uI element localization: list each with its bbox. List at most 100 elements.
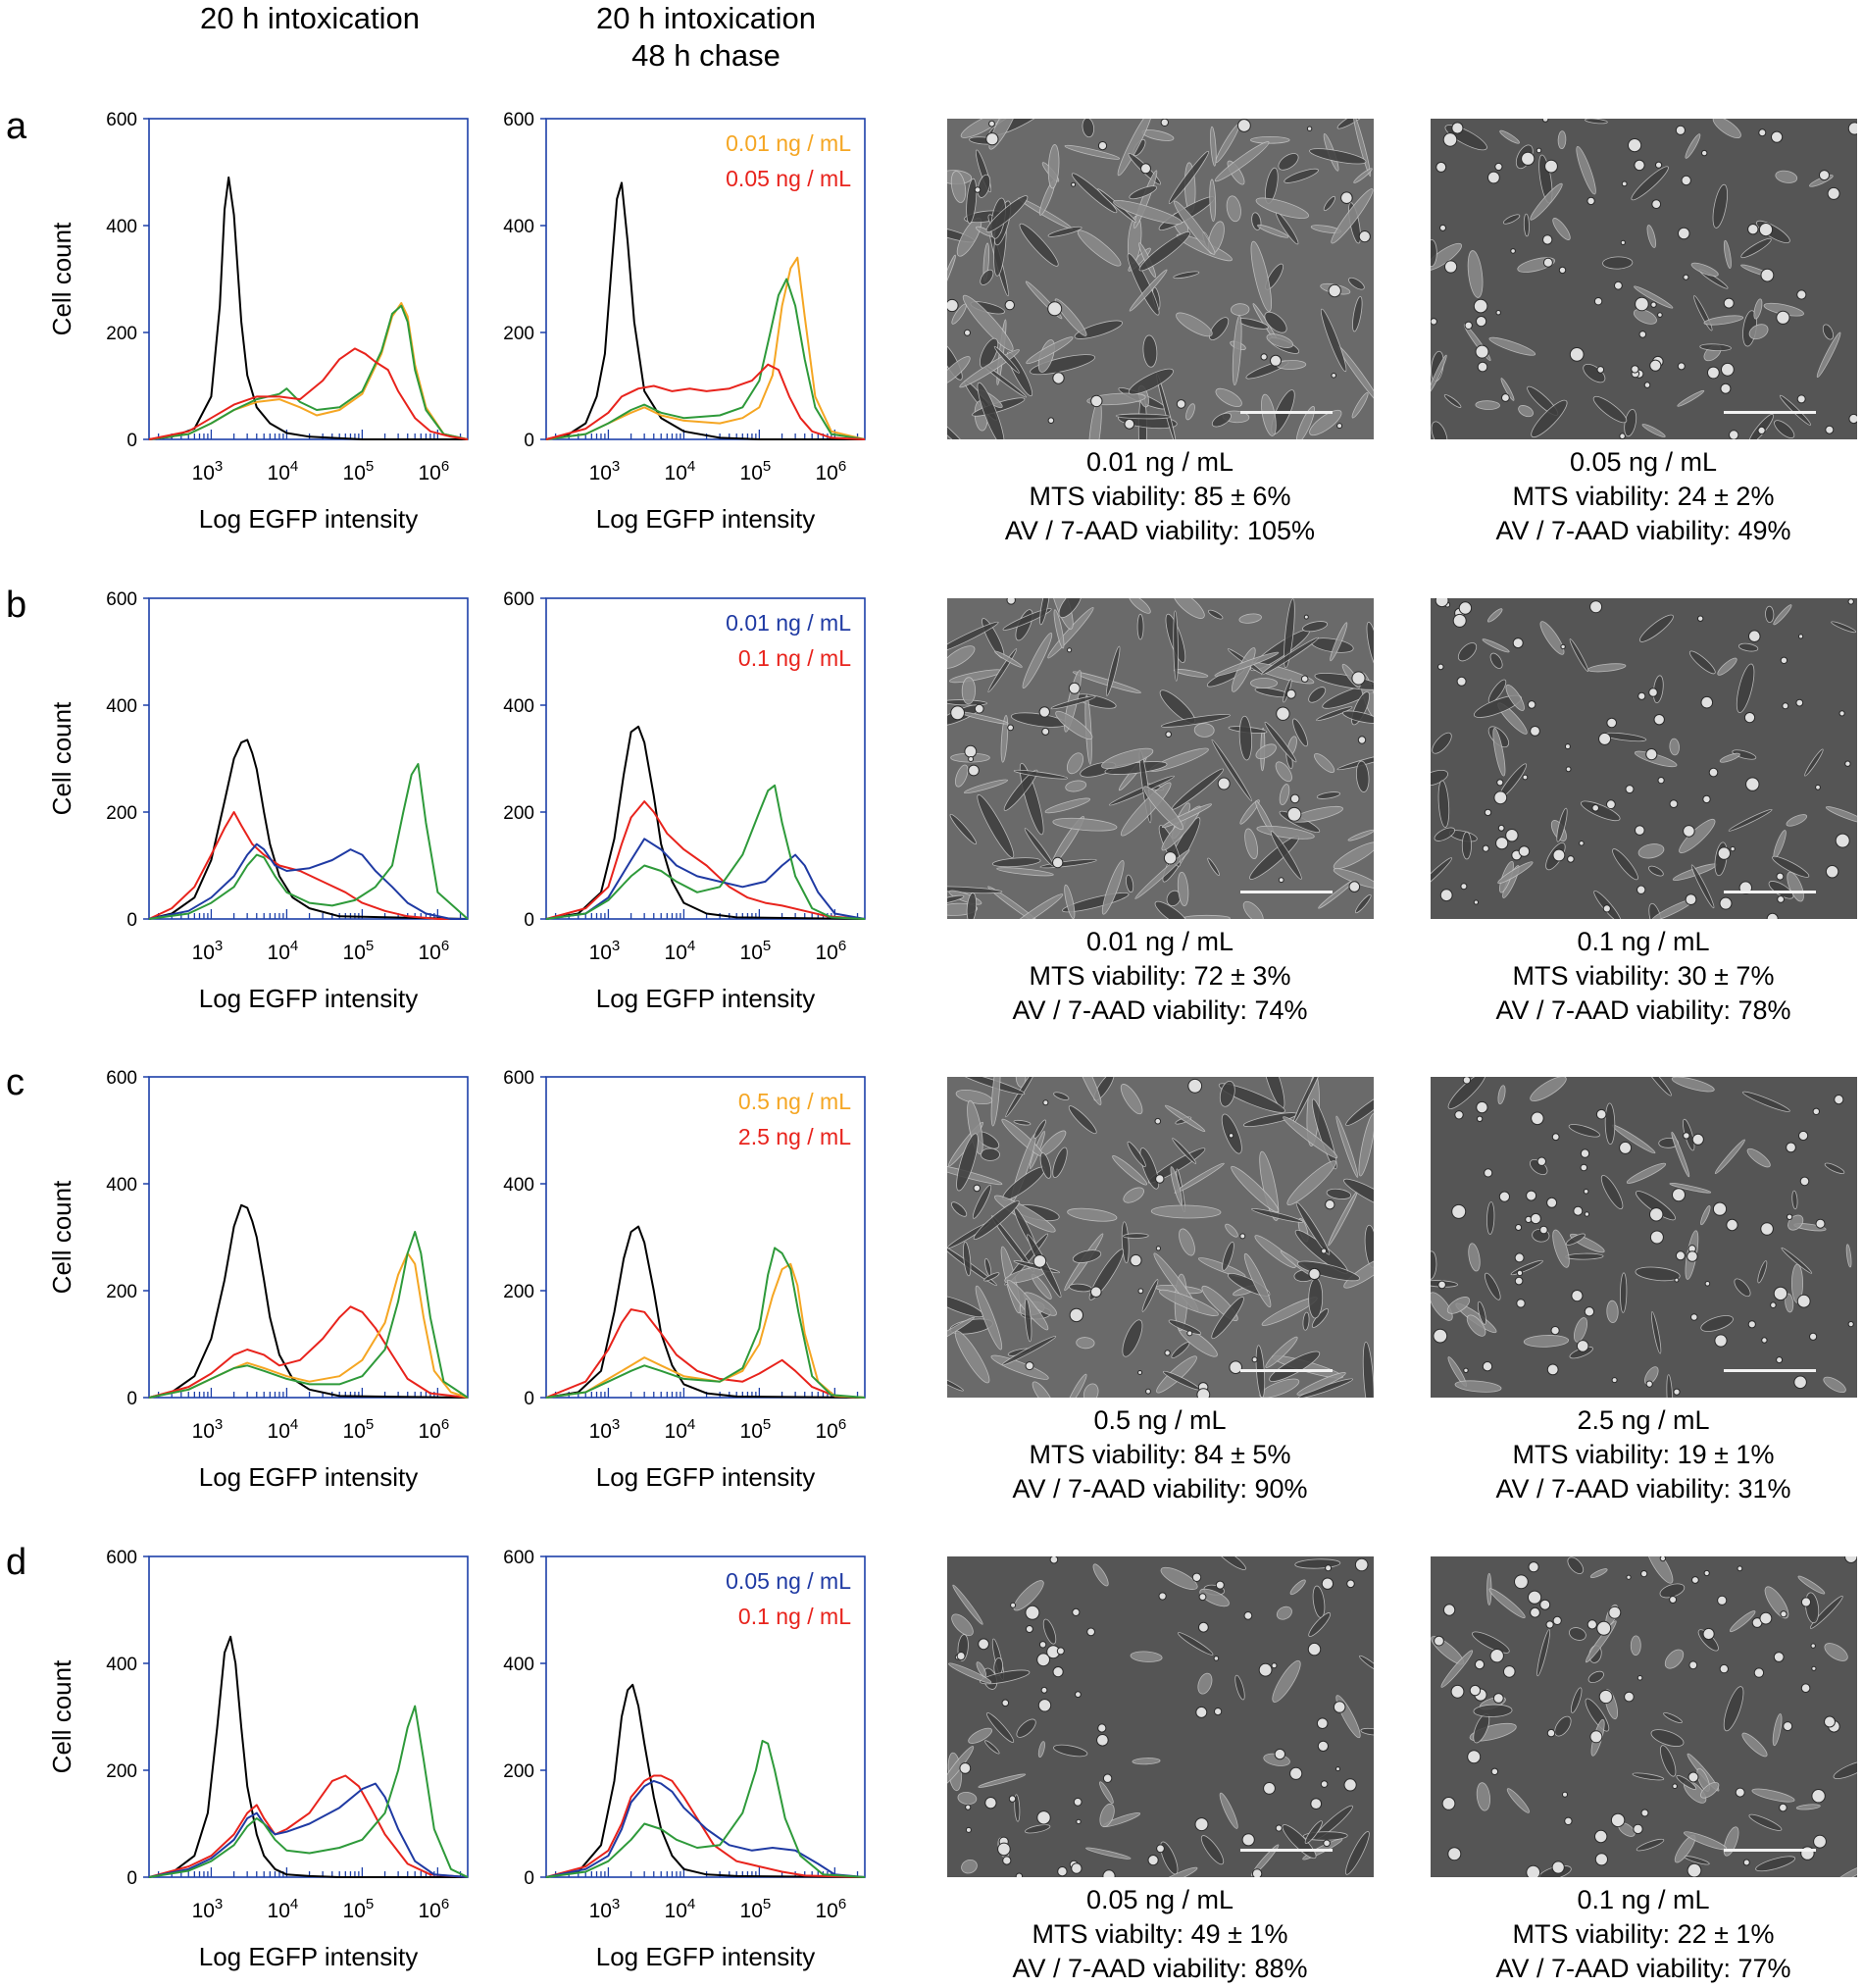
micrograph-caption: 0.5 ng / mL MTS viability: 84 ± 5% AV / 7-… (915, 1403, 1405, 1506)
x-tick-label: 106 (419, 938, 450, 964)
plot-frame (545, 597, 866, 920)
legend-entry: 0.01 ng / mL (726, 610, 851, 636)
x-tick-label: 104 (665, 1416, 696, 1443)
x-tick-label: 104 (268, 1896, 299, 1922)
micrograph-b-2 (1431, 598, 1857, 919)
legend-entry: 0.1 ng / mL (738, 1604, 851, 1629)
x-tick-label: 104 (268, 1416, 299, 1443)
column-title-chase: 20 h intoxication 48 h chase (595, 1, 817, 73)
y-axis-label: Cell count (47, 1180, 76, 1294)
caption-mts: MTS viability: 19 ± 1% (1512, 1440, 1775, 1469)
row-letter-d: d (6, 1542, 27, 1583)
series-line-black (148, 176, 468, 440)
x-axis-label: Log EGFP intensity (596, 984, 816, 1013)
series-line-orange (148, 302, 469, 440)
caption-concentration: 0.1 ng / mL (1577, 927, 1710, 956)
micrograph-caption: 0.01 ng / mL MTS viability: 85 ± 6% AV / 7… (915, 445, 1405, 548)
series-line-red (148, 347, 469, 440)
micrograph-caption: 0.05 ng / mL MTS viabilty: 49 ± 1% AV / 7-… (915, 1883, 1405, 1986)
y-tick-label: 600 (106, 1068, 137, 1089)
y-tick-label: 400 (106, 217, 137, 237)
series-line-orange (545, 1262, 866, 1399)
micrograph-caption: 2.5 ng / mL MTS viability: 19 ± 1% AV / 7-… (1398, 1403, 1863, 1506)
series-line-black (148, 739, 469, 920)
scale-bar (1240, 1849, 1333, 1852)
plot-frame (148, 1555, 469, 1878)
x-tick-label: 105 (343, 1896, 375, 1922)
series-line-green (148, 763, 469, 920)
x-tick-label: 103 (192, 1416, 224, 1443)
y-axis-label: Cell count (47, 701, 76, 815)
y-tick-label: 0 (126, 431, 137, 451)
y-axis-label: Cell count (47, 222, 76, 335)
y-tick-label: 400 (503, 217, 534, 237)
series-line-black (545, 181, 865, 440)
micrograph-caption: 0.05 ng / mL MTS viability: 24 ± 2% AV / 7… (1398, 445, 1863, 548)
y-tick-label: 400 (106, 1175, 137, 1196)
plot-frame (148, 1076, 469, 1399)
caption-concentration: 0.01 ng / mL (1085, 927, 1234, 956)
caption-av: AV / 7-AAD viability: 31% (1495, 1474, 1791, 1504)
series-line-black (545, 725, 866, 920)
y-tick-label: 0 (524, 431, 534, 451)
y-tick-label: 600 (503, 589, 534, 610)
x-tick-label: 105 (343, 1416, 375, 1443)
series-line-green (545, 278, 866, 440)
series-line-blue (545, 838, 866, 920)
x-tick-label: 104 (268, 458, 299, 484)
caption-concentration: 0.01 ng / mL (1085, 447, 1234, 477)
series-line-black (545, 1683, 866, 1878)
column-title-intoxication: 20 h intoxication (199, 1, 421, 35)
micrograph-c-2 (1431, 1077, 1857, 1398)
scale-bar (1724, 1849, 1816, 1852)
caption-mts: MTS viability: 22 ± 1% (1512, 1919, 1775, 1949)
micrograph-caption: 0.1 ng / mL MTS viability: 30 ± 7% AV / 7-… (1398, 925, 1863, 1028)
series-line-green (148, 1705, 469, 1878)
plot-frame (545, 1555, 866, 1878)
x-tick-label: 106 (816, 1896, 847, 1922)
x-tick-label: 106 (419, 458, 450, 484)
micrograph-b-1 (947, 598, 1374, 919)
caption-mts: MTS viability: 85 ± 6% (1029, 482, 1291, 511)
caption-mts: MTS viabilty: 49 ± 1% (1032, 1919, 1288, 1949)
y-tick-label: 200 (106, 1761, 137, 1782)
micrograph-a-1 (947, 119, 1374, 439)
y-tick-label: 400 (503, 1175, 534, 1196)
y-tick-label: 200 (106, 1282, 137, 1302)
y-tick-label: 0 (524, 910, 534, 931)
y-tick-label: 200 (503, 1761, 534, 1782)
series-line-black (148, 1203, 469, 1399)
y-tick-label: 600 (106, 1548, 137, 1568)
y-tick-label: 600 (106, 589, 137, 610)
y-tick-label: 200 (106, 803, 137, 824)
x-tick-label: 104 (665, 1896, 696, 1922)
caption-av: AV / 7-AAD viability: 90% (1012, 1474, 1308, 1504)
micrograph-d-1 (947, 1556, 1374, 1877)
series-line-green (545, 1740, 866, 1878)
series-line-red (545, 1774, 866, 1878)
y-tick-label: 0 (126, 910, 137, 931)
series-line-orange (545, 256, 866, 440)
x-tick-label: 104 (268, 938, 299, 964)
series-line-black (545, 1225, 866, 1399)
cell-texture (947, 1077, 1374, 1398)
y-tick-label: 600 (106, 110, 137, 130)
series-line-black (148, 1635, 468, 1878)
caption-mts: MTS viability: 24 ± 2% (1512, 482, 1775, 511)
cell-texture (1431, 1556, 1857, 1877)
caption-av: AV / 7-AAD viability: 49% (1495, 516, 1791, 545)
series-line-red (148, 1305, 469, 1399)
x-tick-label: 106 (419, 1416, 450, 1443)
x-axis-label: Log EGFP intensity (596, 1942, 816, 1971)
micrograph-d-2 (1431, 1556, 1857, 1877)
scale-bar (1240, 891, 1333, 893)
y-tick-label: 200 (503, 1282, 534, 1302)
x-tick-label: 105 (740, 458, 772, 484)
y-tick-label: 200 (503, 324, 534, 344)
